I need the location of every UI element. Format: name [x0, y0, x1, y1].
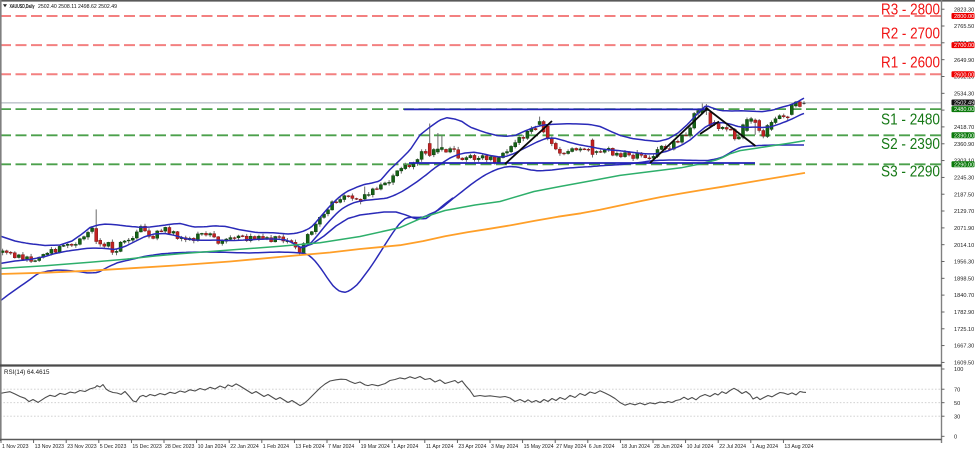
svg-text:23 Nov 2023: 23 Nov 2023: [67, 444, 97, 450]
svg-text:15 May 2024: 15 May 2024: [524, 444, 554, 450]
svg-text:2502.49: 2502.49: [954, 101, 974, 107]
svg-text:2071.90: 2071.90: [954, 226, 974, 232]
svg-text:RSI(14) 64.4615: RSI(14) 64.4615: [4, 369, 50, 376]
svg-text:R2 - 2700: R2 - 2700: [881, 26, 940, 43]
svg-text:13 Aug 2024: 13 Aug 2024: [784, 444, 813, 450]
svg-text:27 May 2024: 27 May 2024: [556, 444, 586, 450]
svg-text:1725.10: 1725.10: [954, 327, 974, 333]
svg-text:28 Jun 2024: 28 Jun 2024: [654, 444, 683, 450]
svg-text:2823.30: 2823.30: [954, 7, 974, 13]
svg-text:2290.00: 2290.00: [954, 162, 974, 168]
svg-text:1 Nov 2023: 1 Nov 2023: [2, 444, 29, 450]
svg-text:2480.00: 2480.00: [954, 107, 974, 113]
svg-text:2390.00: 2390.00: [954, 133, 974, 139]
svg-text:7 Mar 2024: 7 Mar 2024: [328, 444, 354, 450]
svg-text:30: 30: [954, 414, 960, 420]
svg-text:100: 100: [954, 367, 963, 373]
svg-text:1898.50: 1898.50: [954, 276, 974, 282]
svg-text:2600.00: 2600.00: [954, 72, 974, 78]
svg-text:1840.70: 1840.70: [954, 293, 974, 299]
svg-text:2534.30: 2534.30: [954, 91, 974, 97]
svg-text:2014.10: 2014.10: [954, 243, 974, 249]
svg-text:5 Dec 2023: 5 Dec 2023: [100, 444, 127, 450]
svg-text:2129.70: 2129.70: [954, 209, 974, 215]
svg-text:0: 0: [954, 434, 957, 440]
svg-text:11 Apr 2024: 11 Apr 2024: [426, 444, 454, 450]
svg-text:2649.90: 2649.90: [954, 58, 974, 64]
svg-text:2592.10: 2592.10: [954, 75, 974, 81]
svg-text:2765.50: 2765.50: [954, 24, 974, 30]
svg-text:2187.50: 2187.50: [954, 192, 974, 198]
svg-text:15 Dec 2023: 15 Dec 2023: [132, 444, 162, 450]
svg-text:70: 70: [954, 387, 960, 393]
svg-text:28 Dec 2023: 28 Dec 2023: [165, 444, 195, 450]
svg-text:1 Aug 2024: 1 Aug 2024: [752, 444, 778, 450]
svg-text:23 Apr 2024: 23 Apr 2024: [458, 444, 486, 450]
svg-text:6 Jun 2024: 6 Jun 2024: [589, 444, 615, 450]
svg-text:R1 - 2600: R1 - 2600: [881, 55, 940, 72]
svg-text:50: 50: [954, 401, 960, 407]
svg-text:22 Jan 2024: 22 Jan 2024: [230, 444, 259, 450]
svg-text:1956.30: 1956.30: [954, 260, 974, 266]
svg-text:2360.90: 2360.90: [954, 142, 974, 148]
svg-text:1 Apr 2024: 1 Apr 2024: [393, 444, 418, 450]
svg-text:1609.50: 1609.50: [954, 361, 974, 367]
svg-text:S1 - 2480: S1 - 2480: [881, 112, 940, 129]
svg-text:1667.30: 1667.30: [954, 344, 974, 350]
svg-text:XAUUSD,Daily: XAUUSD,Daily: [10, 4, 35, 10]
svg-text:2418.70: 2418.70: [954, 125, 974, 131]
svg-text:2502.40 2508.11 2498.62 2502.4: 2502.40 2508.11 2498.62 2502.49: [38, 4, 117, 10]
svg-text:13 Nov 2023: 13 Nov 2023: [35, 444, 65, 450]
svg-text:2800.00: 2800.00: [954, 14, 974, 20]
svg-text:19 Mar 2024: 19 Mar 2024: [361, 444, 390, 450]
svg-text:2700.00: 2700.00: [954, 43, 974, 49]
svg-text:3 May 2024: 3 May 2024: [491, 444, 518, 450]
svg-text:1 Feb 2024: 1 Feb 2024: [263, 444, 289, 450]
svg-text:S2 - 2390: S2 - 2390: [881, 136, 940, 153]
svg-text:18 Jun 2024: 18 Jun 2024: [621, 444, 650, 450]
svg-text:2245.30: 2245.30: [954, 176, 974, 182]
svg-text:1782.90: 1782.90: [954, 310, 974, 316]
svg-text:10 Jan 2024: 10 Jan 2024: [198, 444, 227, 450]
svg-text:22 Jul 2024: 22 Jul 2024: [719, 444, 746, 450]
svg-text:10 Jul 2024: 10 Jul 2024: [687, 444, 714, 450]
svg-text:13 Feb 2024: 13 Feb 2024: [295, 444, 324, 450]
svg-text:R3 - 2800: R3 - 2800: [881, 2, 940, 19]
svg-text:S3 - 2290: S3 - 2290: [881, 164, 940, 181]
